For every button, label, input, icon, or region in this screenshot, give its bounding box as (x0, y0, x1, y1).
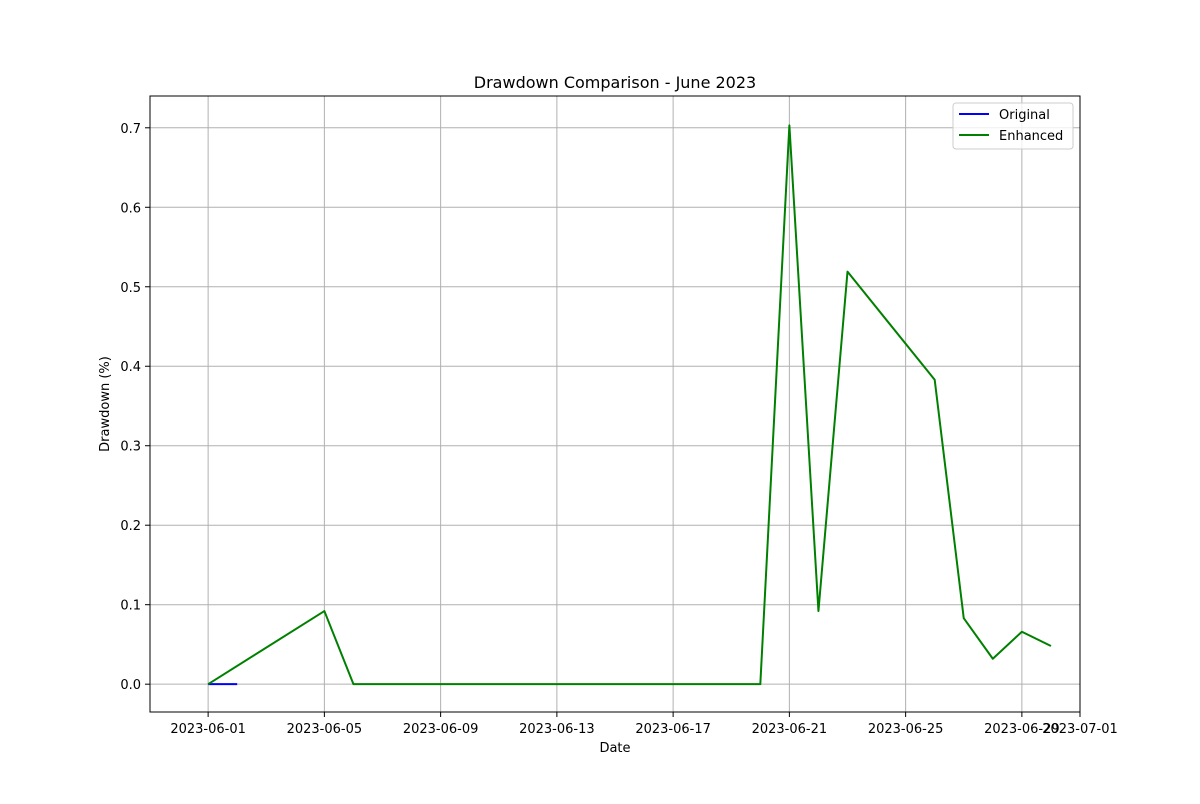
series-line-enhanced (207, 124, 1052, 686)
plot-area-frame (149, 95, 1081, 713)
x-tick-label: 2023-06-01 (170, 722, 246, 737)
y-tick-label: 0.3 (120, 440, 141, 455)
x-tick-label: 2023-06-25 (868, 722, 944, 737)
legend-label-enhanced: Enhanced (999, 129, 1063, 144)
series-layer (207, 124, 1052, 686)
x-tick-label: 2023-06-21 (752, 722, 828, 737)
y-tick-label: 0.5 (120, 281, 141, 296)
legend: Original Enhanced (952, 102, 1074, 150)
chart-title: Drawdown Comparison - June 2023 (474, 73, 756, 92)
x-tick-label: 2023-06-09 (403, 722, 479, 737)
x-tick-label: 2023-06-17 (635, 722, 711, 737)
x-tick-label: 2023-06-29 (984, 722, 1060, 737)
x-tick-label: 2023-07-01 (1042, 722, 1118, 737)
legend-label-original: Original (999, 108, 1050, 123)
x-axis-label: Date (599, 741, 630, 756)
x-tick-label: 2023-06-13 (519, 722, 595, 737)
y-tick-label: 0.0 (120, 678, 141, 693)
x-tick-label: 2023-06-05 (287, 722, 363, 737)
ticks-layer: 2023-06-01 2023-06-05 2023-06-09 2023-06-13… (120, 122, 1117, 737)
y-tick-label: 0.6 (120, 201, 141, 216)
y-tick-label: 0.7 (120, 122, 141, 137)
y-tick-label: 0.2 (120, 519, 141, 534)
legend-items: Original Enhanced (959, 108, 1063, 144)
grid-layer (150, 96, 1081, 712)
y-axis-label: Drawdown (%) (98, 356, 113, 452)
y-tick-label: 0.4 (120, 360, 141, 375)
y-tick-label: 0.1 (120, 599, 141, 614)
